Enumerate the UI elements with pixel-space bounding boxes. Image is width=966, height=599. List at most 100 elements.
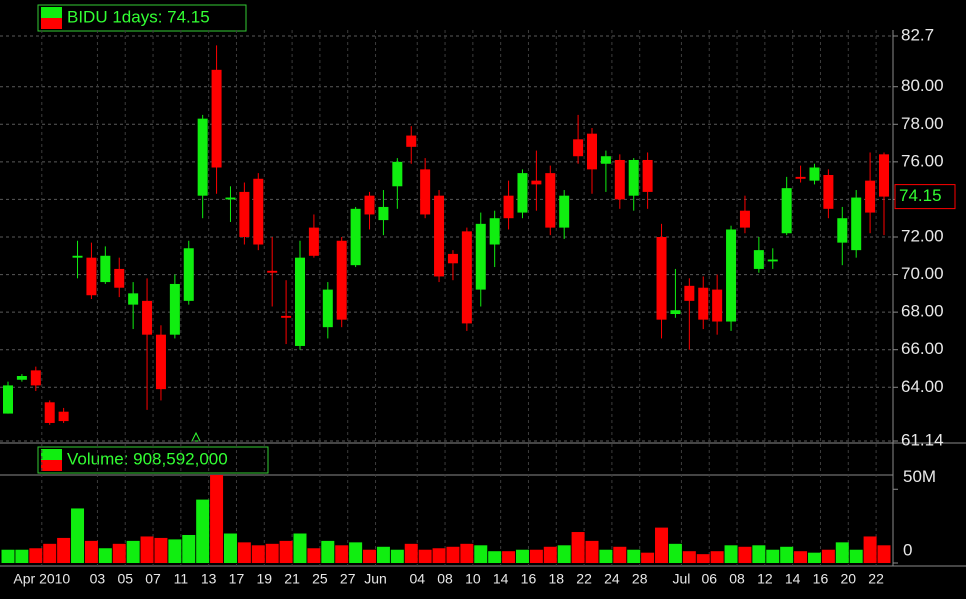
x-tick-label: 28 [632,571,648,587]
volume-bar [502,551,516,563]
volume-bar [390,549,404,563]
volume-bar [780,546,794,563]
candle-body [753,250,764,269]
candle-body [267,270,278,273]
y-tick-label: 80.00 [901,76,944,95]
volume-bar [613,546,627,563]
candle-body [684,285,695,301]
candle-body [656,236,667,320]
x-tick-label: 22 [868,571,884,587]
candle-body [114,268,125,288]
y-tick-label: 70.00 [901,264,944,283]
candle-body [573,139,584,157]
candle-body [253,178,264,245]
candle-body [489,218,500,245]
candle-body [322,289,333,328]
y-tick-label: 78.00 [901,114,944,133]
x-tick-label: 14 [785,571,801,587]
x-tick-label: 16 [521,571,537,587]
legend-swatch-up [41,7,62,18]
volume-bar [529,549,543,563]
y-tick-label: 0 [903,540,912,559]
volume-bar [307,548,321,563]
x-tick-label: 24 [604,571,620,587]
candle-body [628,159,639,196]
volume-bar [210,475,224,563]
candle-body [767,259,778,262]
volume-bar [794,551,808,563]
x-tick-label: 10 [465,571,481,587]
volume-bar [57,537,71,563]
candle-body [295,257,305,346]
x-tick-label: 03 [90,571,106,587]
volume-bar [84,540,98,563]
x-tick-label: 05 [117,571,133,587]
x-tick-label: 08 [437,571,453,587]
price-legend: BIDU 1days: 74.15 [37,4,247,32]
candle-body [44,402,55,423]
volume-bar [71,508,85,563]
x-tick-label: 18 [548,571,564,587]
volume-bar [543,546,557,563]
x-tick-label: 17 [229,571,245,587]
candle-body [225,197,236,200]
volume-bar [488,551,502,563]
x-tick-label: 19 [256,571,272,587]
volume-bar [112,543,126,563]
volume-bar [98,548,112,563]
x-tick-label: 04 [409,571,425,587]
volume-bar [460,543,474,563]
volume-bar [15,549,29,563]
x-tick-label: 06 [701,571,717,587]
candle-body [72,255,83,258]
volume-bar [766,549,780,563]
candle-body [434,195,445,277]
candle-body [142,300,153,335]
x-tick-label: 27 [340,571,356,587]
y-tick-label: 82.7 [901,25,934,44]
candle-body [239,191,250,237]
candle-body [823,175,834,209]
candle-body [739,210,750,228]
volume-bar [279,540,293,563]
volume-bar [821,549,835,563]
candle-body [531,180,542,185]
y-tick-label: 68.00 [901,302,944,321]
volume-bar [696,554,710,563]
candle-body [726,229,737,322]
volume-bar [196,499,210,563]
last-price-label: 74.15 [899,186,942,205]
volume-bar [1,549,15,563]
volume-bar [585,540,599,563]
volume-bar [237,542,251,563]
volume-bar [835,542,849,563]
price-title: BIDU 1days: 74.15 [67,7,210,26]
x-tick-label: 07 [145,571,161,587]
volume-bar [223,533,237,563]
candle-body [865,180,876,213]
volume-bar [404,543,418,563]
candle-body [16,376,27,380]
volume-bar [446,546,460,563]
candle-body [503,195,514,219]
candle-body [475,223,486,290]
volume-title: Volume: 908,592,000 [67,449,228,468]
candle-body [3,385,13,414]
candle-body [308,227,319,256]
volume-bar [710,551,724,563]
x-tick-label: 13 [201,571,217,587]
candle-body [559,195,570,228]
candle-body [517,173,528,213]
volume-bar [557,545,571,563]
volume-bar [432,548,446,563]
x-tick-label: 12 [757,571,773,587]
candle-body [336,240,347,320]
y-tick-label: 61.14 [901,430,944,449]
volume-bar [807,552,821,563]
candle-body [670,310,681,315]
volume-bar [349,542,363,563]
volume-bar [515,549,529,563]
volume-bar [724,545,738,563]
